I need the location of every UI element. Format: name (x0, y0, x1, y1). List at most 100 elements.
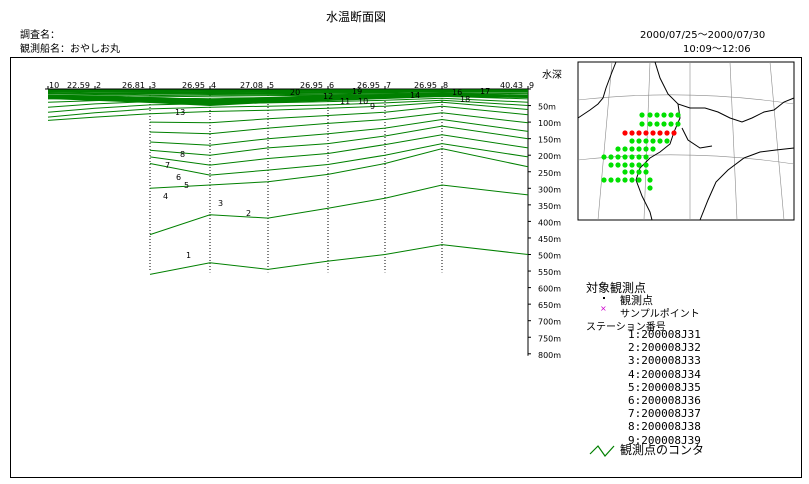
selected-station-dot (650, 130, 656, 136)
station-dot (647, 177, 653, 183)
contour-label: 5 (184, 181, 189, 190)
contour-line (149, 244, 529, 275)
station-dot (629, 146, 635, 152)
chart-frame (10, 57, 802, 478)
sample-label: サンプルポイント (620, 309, 700, 320)
station-dot (601, 154, 607, 160)
selected-station-dot (664, 130, 670, 136)
depth-tick-label: 400m (538, 218, 561, 227)
contour-label: 8 (180, 150, 185, 159)
station-dot (661, 121, 667, 127)
contour-label: 13 (175, 108, 185, 117)
station-dot (643, 169, 649, 175)
contour-label: 1 (186, 251, 191, 260)
surface-temp-label: 26.95 (182, 81, 205, 90)
contour-line (47, 99, 529, 118)
station-dot (650, 146, 656, 152)
station-dot (608, 162, 614, 168)
station-id-label: 5 (269, 81, 274, 90)
station-dot (643, 138, 649, 144)
station-dot (668, 112, 674, 118)
selected-station-dot (636, 130, 642, 136)
station-dot (647, 185, 653, 191)
contour-legend-label: 観測点のコンタ (620, 443, 705, 457)
depth-tick-label: 100m (538, 119, 561, 128)
contour-label: 17 (480, 87, 490, 96)
station-list-item: 2:200008J32 (628, 341, 701, 355)
date-range: 2000/07/25～2000/07/30 (640, 30, 766, 41)
station-dot (629, 177, 635, 183)
station-dot (615, 162, 621, 168)
depth-tick-label: 700m (538, 318, 561, 327)
depth-axis-label: 水深 (542, 69, 562, 81)
station-list-item: 8:200008J38 (628, 420, 701, 434)
contour-line (47, 101, 529, 121)
depth-tick-label: 550m (538, 268, 561, 277)
station-id-label: 8 (443, 81, 448, 90)
depth-tick-label: 800m (538, 351, 561, 360)
surveyor-label: 調査名： (20, 30, 60, 41)
depth-tick-label: 50m (538, 103, 556, 112)
contour-line (149, 118, 529, 146)
depth-tick-label: 650m (538, 301, 561, 310)
contour-label: 9 (370, 102, 375, 111)
selected-station-dot (629, 130, 635, 136)
station-dot (657, 138, 663, 144)
station-list-item: 4:200008J34 (628, 367, 701, 381)
station-id-label: 10 (49, 81, 59, 90)
station-dot (636, 154, 642, 160)
point-marker-icon (603, 297, 605, 299)
station-dot (622, 177, 628, 183)
surface-temp-label: 26.81 (122, 81, 145, 90)
contour-line (149, 105, 529, 124)
station-list-item: 1:200008J31 (628, 328, 701, 341)
station-dot (636, 177, 642, 183)
contour-line (149, 125, 529, 156)
depth-tick-label: 500m (538, 252, 561, 261)
station-dot (643, 162, 649, 168)
station-id-label: 6 (329, 81, 334, 90)
depth-tick-label: 250m (538, 169, 561, 178)
contour-label: 11 (340, 97, 350, 106)
contour-label: 3 (218, 199, 223, 208)
depth-tick-label: 200m (538, 152, 561, 161)
station-dot (675, 121, 681, 127)
surface-temp-label: 27.08 (240, 81, 263, 90)
time-range: 10:09～12:06 (683, 44, 751, 55)
contour-line (47, 92, 529, 98)
station-id-label: 4 (211, 81, 216, 90)
contour-label: 12 (323, 92, 333, 101)
station-dot (675, 112, 681, 118)
station-dot (622, 154, 628, 160)
selected-station-dot (622, 130, 628, 136)
station-id-label: 2 (96, 81, 101, 90)
station-dot (650, 138, 656, 144)
contour-line (149, 148, 529, 189)
station-dot (615, 177, 621, 183)
station-dot (661, 112, 667, 118)
contour-label: 6 (176, 173, 181, 182)
station-id-label: 9 (529, 81, 534, 90)
contour-line (149, 112, 529, 135)
station-dot (643, 154, 649, 160)
station-dot (639, 121, 645, 127)
station-dot (622, 162, 628, 168)
station-dot (622, 169, 628, 175)
depth-tick-label: 350m (538, 202, 561, 211)
surface-temp-label: 22.59 (67, 81, 90, 90)
station-list-item: 9:200008J39 (628, 433, 701, 447)
station-dot (639, 112, 645, 118)
station-dot (629, 154, 635, 160)
thermocline-band (48, 93, 528, 106)
station-list-item: 7:200008J37 (628, 407, 701, 421)
station-dot (643, 146, 649, 152)
contour-label: 14 (410, 91, 420, 100)
depth-tick-label: 450m (538, 235, 561, 244)
surface-temp-label: 26.95 (357, 81, 380, 90)
station-dot (636, 138, 642, 144)
sample-marker-icon: × (600, 304, 607, 313)
point-label: 観測点 (620, 294, 653, 307)
station-dot (654, 112, 660, 118)
